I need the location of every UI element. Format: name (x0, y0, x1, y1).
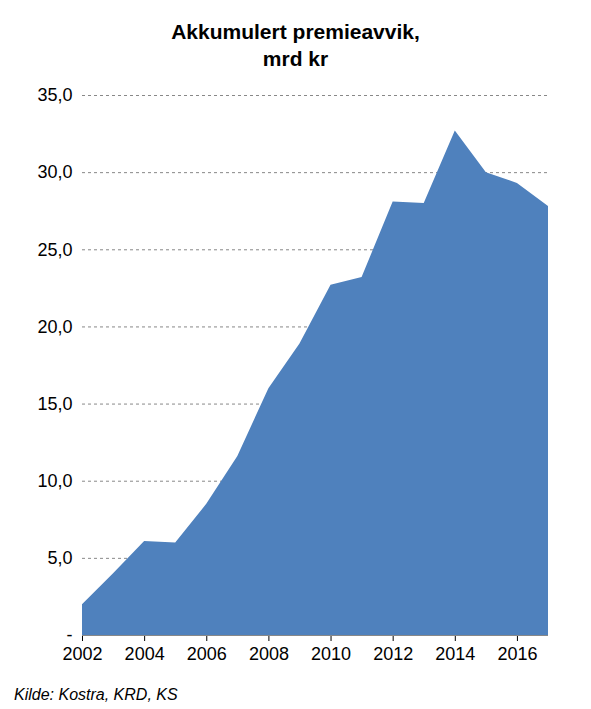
svg-text:10,0: 10,0 (37, 471, 72, 491)
svg-text:2002: 2002 (62, 644, 102, 664)
svg-text:25,0: 25,0 (37, 240, 72, 260)
svg-text:5,0: 5,0 (47, 548, 72, 568)
svg-text:-: - (67, 625, 73, 645)
svg-text:2008: 2008 (249, 644, 289, 664)
html-text:Akkumulert premieavvik, mrd kr: Akkumulert premieavvik, mrd kr (171, 20, 420, 70)
svg-text:2010: 2010 (311, 644, 351, 664)
svg-text:2006: 2006 (187, 644, 227, 664)
svg-text:2014: 2014 (435, 644, 475, 664)
svg-text:30,0: 30,0 (37, 162, 72, 182)
svg-text:2004: 2004 (125, 644, 165, 664)
svg-text:2016: 2016 (497, 644, 537, 664)
svg-text:35,0: 35,0 (37, 85, 72, 105)
html-text:Kilde: Kostra, KRD, KS: Kilde: Kostra, KRD, KS (14, 686, 178, 703)
svg-text:15,0: 15,0 (37, 394, 72, 414)
svg-text:2012: 2012 (373, 644, 413, 664)
svg-text:20,0: 20,0 (37, 317, 72, 337)
